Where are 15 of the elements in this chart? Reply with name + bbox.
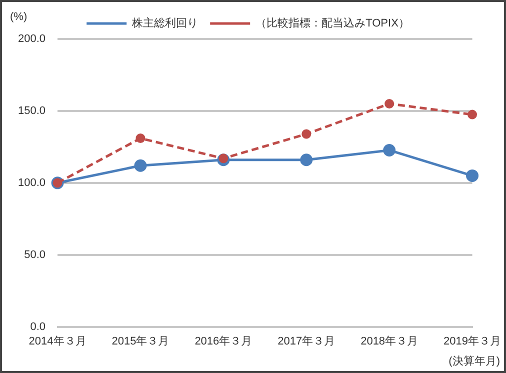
x-tick-label: 2018年３月 — [360, 335, 418, 348]
x-tick-label: 2019年３月 — [444, 335, 502, 348]
x-tick-label: 2015年３月 — [112, 335, 170, 348]
x-tick-label: 2014年３月 — [28, 335, 86, 348]
y-tick-label: 0.0 — [30, 320, 46, 333]
x-tick-label: 2017年３月 — [278, 335, 336, 348]
y-tick-label: 100.0 — [18, 176, 46, 189]
x-axis-title: (決算年月) — [448, 354, 500, 368]
y-axis-title: (%) — [10, 11, 28, 24]
y-tick-label: 50.0 — [24, 248, 46, 261]
y-tick-label: 200.0 — [18, 33, 46, 46]
legend-label: （比較指標：配当込みTOPIX） — [256, 16, 410, 30]
x-tick-label: 2016年３月 — [194, 335, 252, 348]
y-tick-label: 150.0 — [18, 104, 46, 117]
legend-label: 株主総利回り — [131, 16, 198, 30]
